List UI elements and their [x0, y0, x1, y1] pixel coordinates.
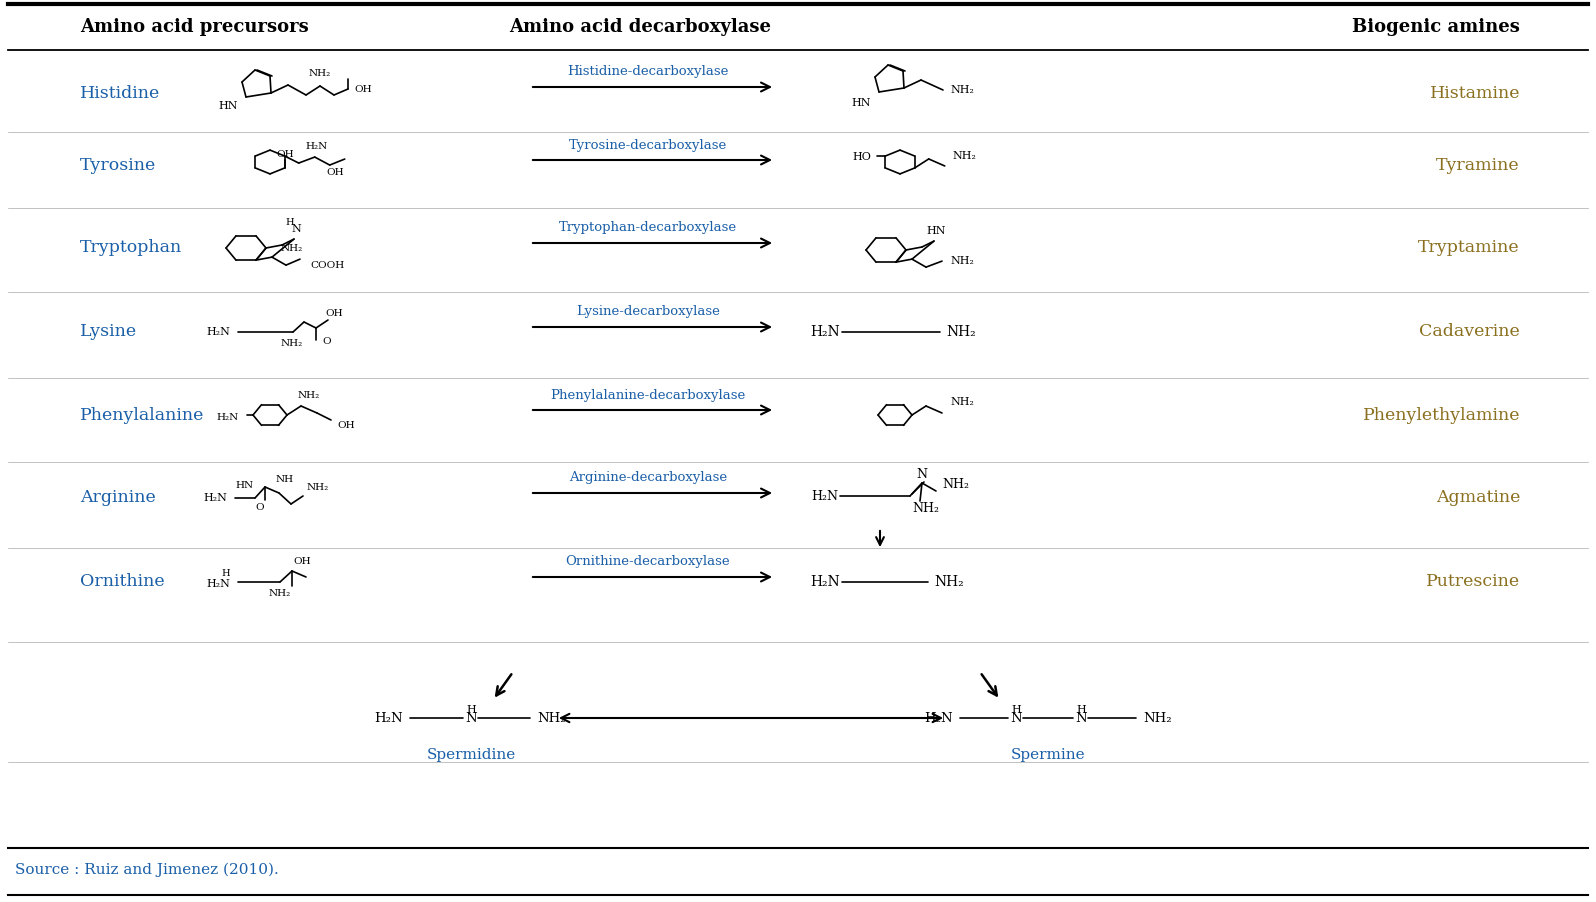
Text: N: N [1076, 713, 1087, 725]
Text: OH: OH [326, 309, 343, 318]
Text: Tryptophan: Tryptophan [80, 240, 182, 256]
Text: H₂N: H₂N [305, 142, 327, 151]
Text: N: N [464, 713, 477, 725]
Text: Tyrosine-decarboxylase: Tyrosine-decarboxylase [568, 139, 728, 152]
Text: Arginine: Arginine [80, 490, 156, 507]
Text: N: N [916, 467, 927, 481]
Text: Lysine: Lysine [80, 324, 137, 340]
Text: H₂N: H₂N [811, 490, 838, 502]
Text: O: O [322, 337, 330, 346]
Text: NH₂: NH₂ [268, 590, 290, 599]
Text: OH: OH [337, 420, 354, 429]
Text: OH: OH [294, 557, 311, 566]
Text: OH: OH [276, 151, 294, 160]
Text: NH₂: NH₂ [946, 325, 975, 339]
Text: NH₂: NH₂ [913, 502, 940, 514]
Text: Histamine: Histamine [1430, 85, 1519, 102]
Text: HN: HN [219, 101, 238, 111]
Text: Amino acid decarboxylase: Amino acid decarboxylase [509, 18, 771, 36]
Text: OH: OH [326, 168, 343, 177]
Text: OH: OH [354, 85, 372, 94]
Text: H: H [1012, 705, 1021, 715]
Text: NH₂: NH₂ [281, 339, 303, 348]
Text: N: N [290, 224, 302, 234]
Text: H₂N: H₂N [203, 493, 227, 503]
Text: H: H [466, 705, 476, 715]
Text: Phenylalanine: Phenylalanine [80, 407, 204, 424]
Text: Phenylethylamine: Phenylethylamine [1363, 407, 1519, 424]
Text: NH₂: NH₂ [1143, 712, 1171, 724]
Text: NH₂: NH₂ [298, 391, 321, 400]
Text: H₂N: H₂N [375, 712, 404, 724]
Text: Source : Ruiz and Jimenez (2010).: Source : Ruiz and Jimenez (2010). [14, 863, 279, 878]
Text: Tryptophan-decarboxylase: Tryptophan-decarboxylase [559, 222, 737, 235]
Text: HN: HN [852, 98, 871, 108]
Text: NH₂: NH₂ [950, 256, 974, 266]
Text: Tyramine: Tyramine [1436, 157, 1519, 173]
Text: NH: NH [276, 475, 294, 484]
Text: Tryptamine: Tryptamine [1419, 240, 1519, 256]
Text: Spermine: Spermine [1010, 748, 1085, 762]
Text: NH₂: NH₂ [950, 397, 974, 407]
Text: NH₂: NH₂ [536, 712, 565, 724]
Text: COOH: COOH [310, 261, 345, 270]
Text: Phenylalanine-decarboxylase: Phenylalanine-decarboxylase [551, 389, 745, 401]
Text: H₂N: H₂N [217, 412, 239, 421]
Text: HO: HO [852, 152, 871, 162]
Text: H₂N: H₂N [811, 325, 839, 339]
Text: H₂N: H₂N [811, 575, 839, 589]
Text: NH₂: NH₂ [310, 69, 330, 78]
Text: NH₂: NH₂ [281, 244, 303, 253]
Text: Tyrosine: Tyrosine [80, 157, 156, 173]
Text: NH₂: NH₂ [950, 85, 974, 95]
Text: HN: HN [926, 226, 946, 236]
Text: Spermidine: Spermidine [426, 748, 516, 762]
Text: NH₂: NH₂ [942, 477, 969, 491]
Text: Histidine: Histidine [80, 85, 160, 102]
Text: NH₂: NH₂ [934, 575, 964, 589]
Text: Ornithine-decarboxylase: Ornithine-decarboxylase [565, 556, 731, 568]
Text: H: H [222, 569, 230, 578]
Text: H: H [1076, 705, 1085, 715]
Text: Lysine-decarboxylase: Lysine-decarboxylase [576, 306, 720, 318]
Text: Cadaverine: Cadaverine [1419, 324, 1519, 340]
Text: Histidine-decarboxylase: Histidine-decarboxylase [567, 66, 729, 78]
Text: Amino acid precursors: Amino acid precursors [80, 18, 308, 36]
Text: N: N [1010, 713, 1021, 725]
Text: Putrescine: Putrescine [1425, 574, 1519, 591]
Text: NH₂: NH₂ [306, 483, 329, 492]
Text: NH₂: NH₂ [953, 151, 977, 161]
Text: Biogenic amines: Biogenic amines [1352, 18, 1519, 36]
Text: H₂N: H₂N [924, 712, 953, 724]
Text: H₂N: H₂N [206, 327, 230, 337]
Text: O: O [255, 503, 265, 512]
Text: Ornithine: Ornithine [80, 574, 164, 591]
Text: H: H [286, 217, 294, 226]
Text: Agmatine: Agmatine [1436, 490, 1519, 507]
Text: HN: HN [236, 482, 254, 491]
Text: Arginine-decarboxylase: Arginine-decarboxylase [568, 472, 728, 484]
Text: H₂N: H₂N [206, 579, 230, 589]
